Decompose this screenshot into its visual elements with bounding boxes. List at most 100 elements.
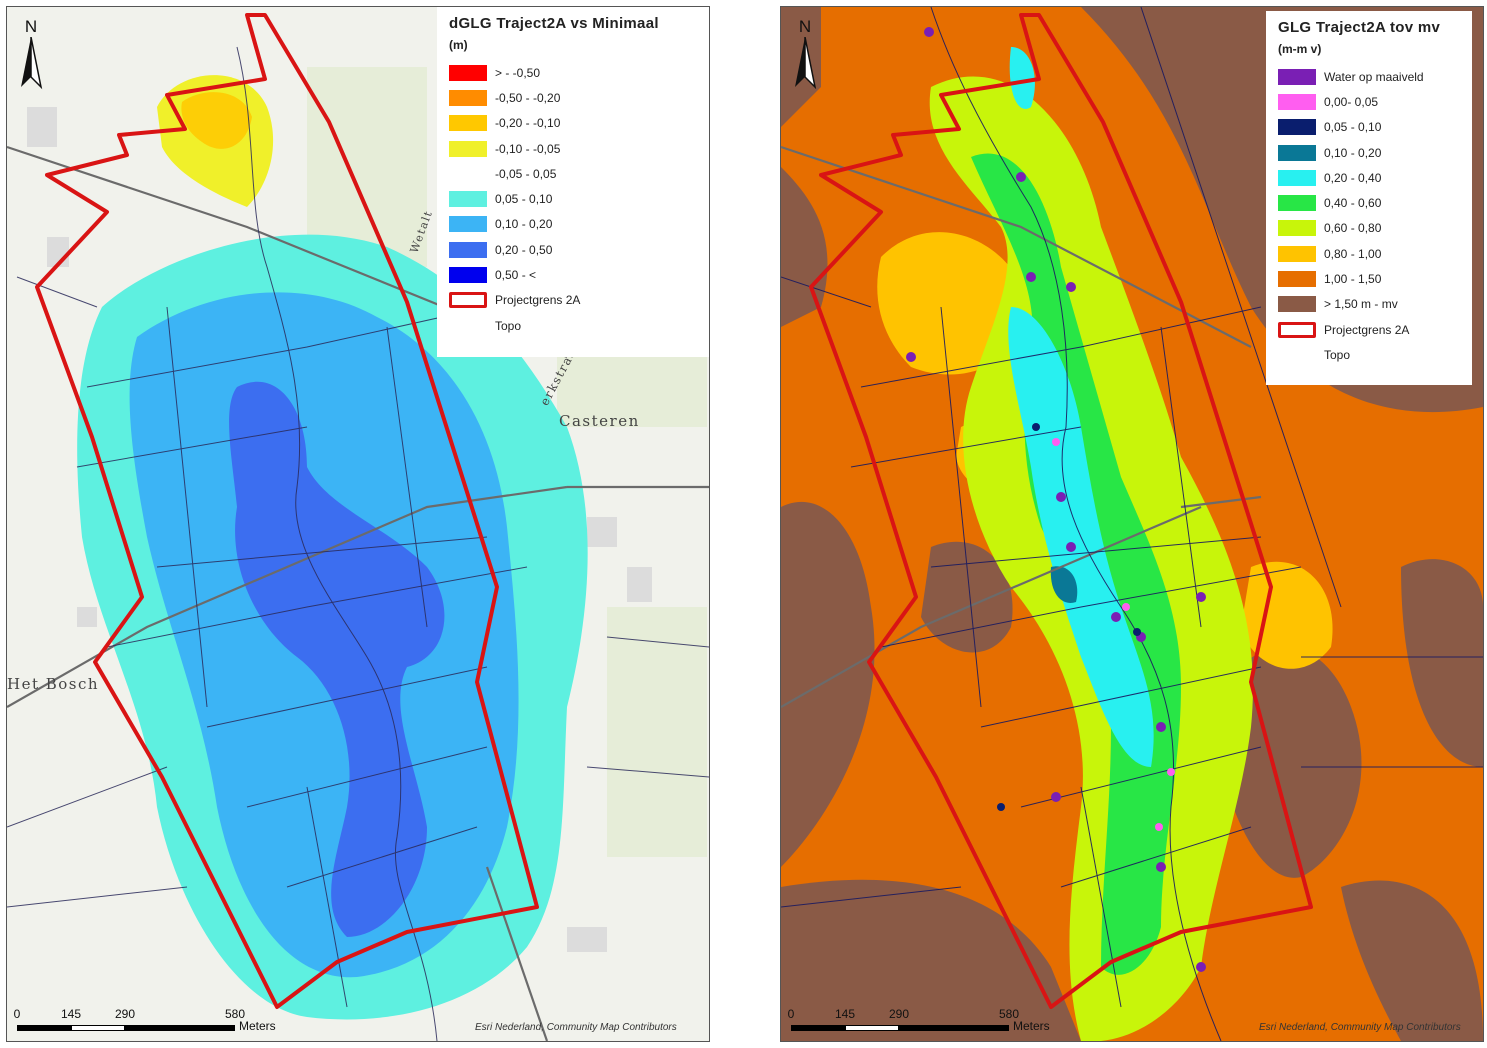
legend-unit: (m)	[449, 38, 468, 52]
project-boundary	[809, 13, 1313, 1009]
legend-label: 0,10 - 0,20	[1324, 145, 1382, 160]
map-panel-right[interactable]: N GLG Traject2A tov mv (m-m v) Water op …	[780, 6, 1484, 1042]
place-label-het-bosch: Het Bosch	[7, 675, 100, 693]
legend-label: 0,60 - 0,80	[1324, 221, 1382, 236]
legend-left: dGLG Traject2A vs Minimaal (m) > - -0,50…	[437, 7, 709, 357]
legend-item: > - -0,50	[449, 60, 699, 85]
legend-swatch	[1278, 169, 1316, 186]
legend-item: Projectgrens 2A	[1278, 317, 1462, 342]
scale-tick-290: 290	[888, 1007, 910, 1021]
legend-swatch	[449, 267, 487, 284]
scale-tick-0: 0	[13, 1007, 21, 1021]
legend-swatch	[1278, 144, 1316, 161]
legend-swatch	[449, 115, 487, 132]
scale-tick-0: 0	[787, 1007, 795, 1021]
legend-item: 0,05 - 0,10	[449, 186, 699, 211]
legend-item: -0,10 - -0,05	[449, 136, 699, 161]
legend-label: > 1,50 m - mv	[1324, 297, 1398, 312]
legend-item: 0,60 - 0,80	[1278, 216, 1462, 241]
north-arrow-label: N	[24, 17, 38, 36]
legend-item: Topo	[1278, 342, 1462, 367]
legend-label: 0,20 - 0,50	[495, 242, 553, 257]
legend-label: > - -0,50	[495, 65, 541, 80]
legend-label: 0,05 - 0,10	[1324, 120, 1382, 135]
scale-tick-580: 580	[224, 1007, 246, 1021]
legend-swatch	[449, 64, 487, 81]
north-arrow-icon	[795, 37, 817, 90]
project-boundary	[35, 13, 539, 1009]
legend-item: 0,10 - 0,20	[1278, 140, 1462, 165]
north-arrow: N	[791, 17, 819, 90]
north-arrow-label: N	[798, 17, 812, 36]
scale-tick-580: 580	[998, 1007, 1020, 1021]
legend-item: 1,00 - 1,50	[1278, 266, 1462, 291]
legend-label: -0,10 - -0,05	[495, 141, 561, 156]
legend-item: 0,20 - 0,40	[1278, 165, 1462, 190]
map-panel-left[interactable]: Casteren Het Bosch erkstraat Wetalt N dG…	[6, 6, 710, 1042]
legend-label: -0,05 - 0,05	[495, 166, 557, 181]
legend-item: 0,05 - 0,10	[1278, 115, 1462, 140]
legend-swatch	[449, 191, 487, 208]
legend-swatch	[1278, 321, 1316, 338]
legend-label: -0,50 - -0,20	[495, 90, 561, 105]
legend-swatch	[1278, 296, 1316, 313]
legend-label: -0,20 - -0,10	[495, 116, 561, 131]
zone-10-20	[1050, 566, 1078, 603]
legend-item: 0,40 - 0,60	[1278, 190, 1462, 215]
legend-label: Projectgrens 2A	[495, 293, 581, 308]
legend-swatch	[449, 241, 487, 258]
legend-label: 0,10 - 0,20	[495, 217, 553, 232]
north-arrow: N	[17, 17, 45, 90]
legend-swatch	[1278, 347, 1316, 363]
legend-label: 0,50 - <	[495, 268, 537, 283]
legend-swatch	[1278, 119, 1316, 136]
legend-swatch	[1278, 220, 1316, 237]
legend-swatch	[1278, 271, 1316, 288]
legend-item: Topo	[449, 313, 699, 338]
legend-label: Topo	[495, 318, 522, 333]
legend-label: Topo	[1324, 347, 1351, 362]
scale-tick-145: 145	[60, 1007, 82, 1021]
scale-units: Meters	[239, 1019, 276, 1033]
legend-label: 0,20 - 0,40	[1324, 170, 1382, 185]
legend-title: GLG Traject2A tov mv	[1278, 19, 1441, 36]
legend-swatch	[1278, 195, 1316, 212]
legend-item: -0,50 - -0,20	[449, 85, 699, 110]
legend-swatch	[1278, 93, 1316, 110]
legend-item: 0,20 - 0,50	[449, 237, 699, 262]
legend-item: Projectgrens 2A	[449, 288, 699, 313]
legend-right: GLG Traject2A tov mv (m-m v) Water op ma…	[1266, 11, 1472, 385]
legend-item: 0,00- 0,05	[1278, 89, 1462, 114]
legend-item: Water op maaiveld	[1278, 64, 1462, 89]
legend-label: 0,80 - 1,00	[1324, 246, 1382, 261]
legend-label: 0,00- 0,05	[1324, 94, 1379, 109]
legend-swatch	[1278, 68, 1316, 85]
legend-item: 0,50 - <	[449, 262, 699, 287]
legend-item: -0,20 - -0,10	[449, 111, 699, 136]
legend-item: -0,05 - 0,05	[449, 161, 699, 186]
scale-tick-145: 145	[834, 1007, 856, 1021]
legend-swatch	[449, 318, 487, 334]
legend-unit: (m-m v)	[1278, 42, 1322, 56]
legend-label: Water op maaiveld	[1324, 69, 1424, 84]
legend-label: 0,05 - 0,10	[495, 192, 553, 207]
scale-bar-left: 0 145 290 580 Meters	[13, 1007, 277, 1041]
place-label-casteren: Casteren	[559, 412, 640, 430]
scale-bar-right: 0 145 290 580 Meters	[787, 1007, 1051, 1041]
legend-swatch	[449, 292, 487, 309]
legend-item: 0,80 - 1,00	[1278, 241, 1462, 266]
scale-tick-290: 290	[114, 1007, 136, 1021]
legend-item: 0,10 - 0,20	[449, 212, 699, 237]
legend-swatch	[1278, 245, 1316, 262]
legend-swatch	[449, 166, 487, 182]
legend-label: 0,40 - 0,60	[1324, 196, 1382, 211]
north-arrow-icon	[21, 37, 43, 90]
map-credit: Esri Nederland, Community Map Contributo…	[1259, 1022, 1461, 1033]
legend-label: 1,00 - 1,50	[1324, 272, 1382, 287]
legend-item: > 1,50 m - mv	[1278, 292, 1462, 317]
legend-swatch	[449, 89, 487, 106]
scale-units: Meters	[1013, 1019, 1050, 1033]
legend-title: dGLG Traject2A vs Minimaal	[449, 15, 659, 32]
legend-label: Projectgrens 2A	[1324, 322, 1410, 337]
dglg-zones	[77, 75, 588, 1020]
